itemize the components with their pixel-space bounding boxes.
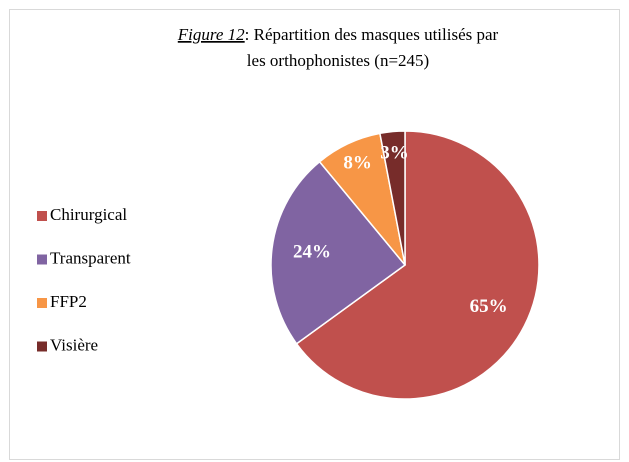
legend-swatch <box>37 341 47 352</box>
data-label: 65% <box>470 296 508 317</box>
legend-label: Visière <box>50 335 98 354</box>
pie-slice <box>270 160 407 345</box>
title-line: : Répartition des masques utilisés par <box>245 25 499 44</box>
chart-title: Figure 12: Répartition des masques utili… <box>177 25 499 44</box>
pie-slice <box>379 130 406 266</box>
legend-swatch <box>37 298 47 308</box>
legend-swatch <box>37 254 47 265</box>
title-line: les orthophonistes (n=245) <box>247 51 429 70</box>
legend-label: Transparent <box>50 248 131 267</box>
data-label: 3% <box>380 143 409 164</box>
legend-swatch <box>37 211 47 221</box>
figure-label: Figure 12 <box>177 25 245 44</box>
data-label: 24% <box>293 242 331 263</box>
legend-label: Chirurgical <box>50 205 127 224</box>
pie-slice <box>295 130 540 400</box>
legend-label: FFP2 <box>50 292 87 311</box>
data-label: 8% <box>343 153 372 174</box>
